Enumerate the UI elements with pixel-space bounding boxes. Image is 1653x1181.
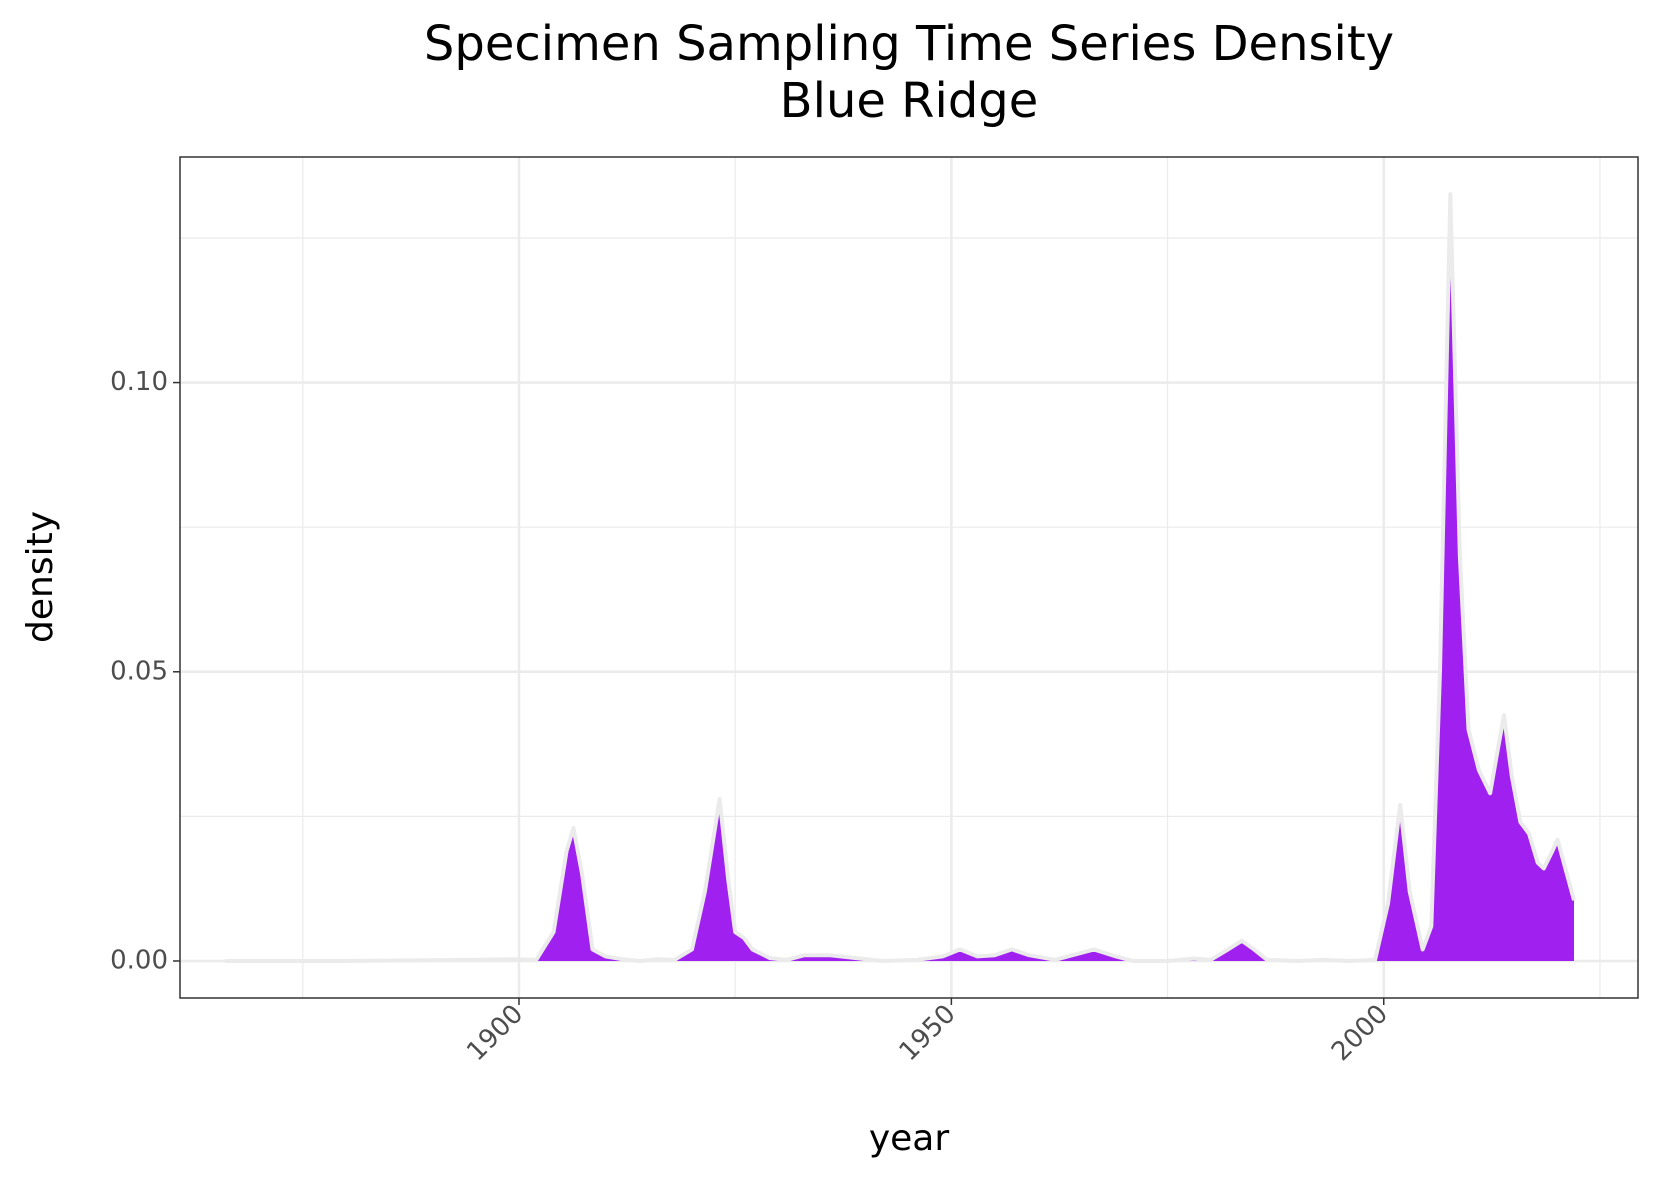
x-tick-label: 1900 xyxy=(461,999,529,1067)
y-tick-label: 0.00 xyxy=(110,945,168,975)
x-axis-title: year xyxy=(869,1118,950,1159)
chart-title: Specimen Sampling Time Series Density xyxy=(424,16,1394,72)
panel-border xyxy=(179,156,1639,999)
x-tick-label: 1950 xyxy=(894,999,962,1067)
density-outline xyxy=(224,192,1576,963)
density-area xyxy=(224,194,1575,961)
x-tick-label: 2000 xyxy=(1326,999,1394,1067)
y-tick-label: 0.10 xyxy=(110,367,168,397)
chart-subtitle: Blue Ridge xyxy=(780,73,1039,129)
y-tick-label: 0.05 xyxy=(110,656,168,686)
y-axis-title: density xyxy=(20,511,61,643)
